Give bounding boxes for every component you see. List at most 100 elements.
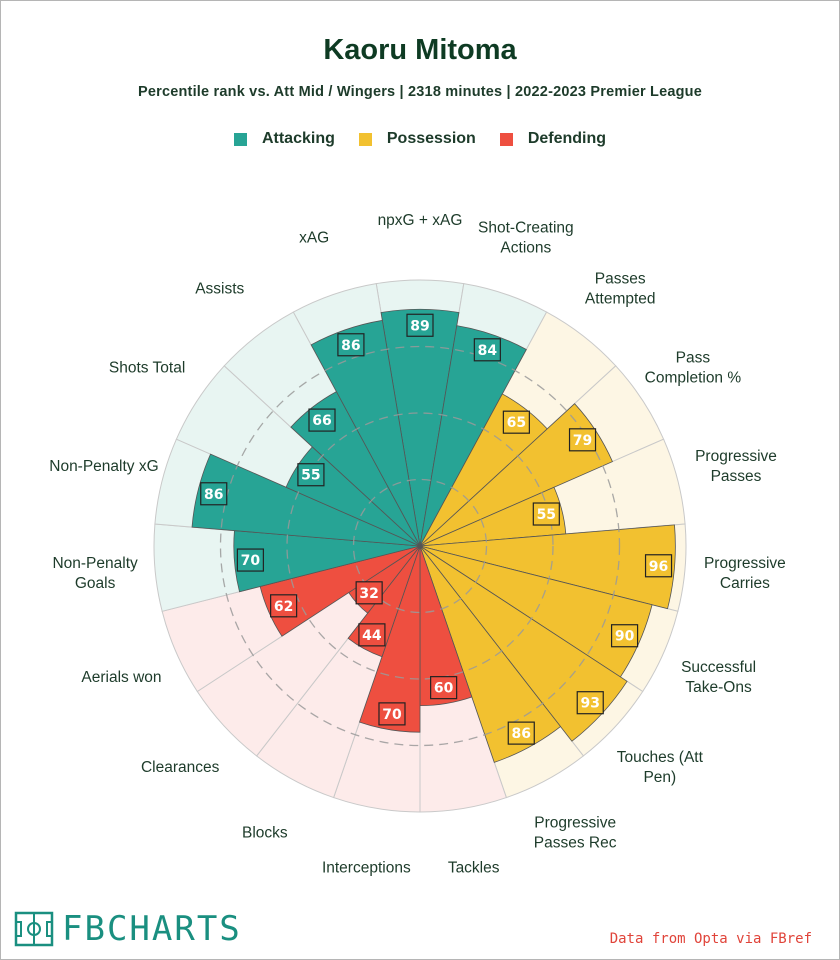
value-badge-box-progressive-carries: [644, 554, 673, 578]
metric-label-touches-att-pen: Touches (Att Pen): [617, 749, 704, 786]
value-badge-box-shot-creating-actions: [473, 338, 501, 362]
legend-label-possession: Possession: [386, 130, 476, 147]
value-badge-non-penalty-xg: 86: [200, 482, 228, 506]
bar-progressive-carries: [419, 524, 676, 610]
value-badge-box-tackles: [430, 676, 458, 700]
value-badge-touches-att-pen: 93: [576, 691, 604, 715]
value-badge-shots-total: 55: [297, 463, 325, 487]
bar-xag: [310, 319, 421, 547]
value-label-pass-completion: 79: [573, 433, 592, 449]
legend-label-defending: Defending: [527, 130, 607, 147]
value-label-progressive-carries: 96: [649, 559, 668, 575]
value-badge-box-progressive-passes: [532, 502, 560, 526]
grid-ring-50: [286, 412, 554, 680]
value-badge-box-blocks: [358, 623, 386, 647]
value-label-progressive-passes: 55: [537, 507, 556, 523]
value-badge-assists: 66: [308, 408, 336, 432]
value-badge-aerials-won: 62: [270, 594, 298, 618]
metric-label-tackles: Tackles: [448, 860, 500, 877]
value-badge-tackles: 60: [430, 676, 458, 700]
value-labels: 89 84 65 79 55 96 90 93 86 60 70 44 32 62 70 86 55 66 86: [200, 313, 673, 745]
value-badge-box-aerials-won: [270, 594, 298, 618]
value-badge-shot-creating-actions: 84: [473, 338, 501, 362]
value-badge-box-non-penalty-goals: [236, 548, 264, 572]
data-bars: [191, 308, 676, 763]
metric-label-progressive-passes-rec: Progressive Passes Rec: [534, 815, 617, 852]
value-label-progressive-passes-rec: 86: [512, 726, 531, 742]
metric-label-non-penalty-xg: Non-Penalty xG: [49, 458, 158, 475]
chart-title: Kaoru Mitoma: [323, 34, 517, 66]
value-badge-box-progressive-passes-rec: [507, 721, 535, 745]
legend-label-attacking: Attacking: [261, 130, 335, 147]
metric-label-passes-attempted: Passes Attempted: [585, 271, 656, 308]
value-badge-pass-completion: 79: [568, 428, 597, 452]
value-badge-non-penalty-goals: 70: [236, 548, 264, 572]
value-badge-box-non-penalty-xg: [200, 482, 228, 506]
brand-text: FBCHARTS: [62, 909, 242, 949]
bar-shot-creating-actions: [419, 325, 527, 547]
value-label-touches-att-pen: 93: [580, 696, 599, 712]
grid-ring-25: [352, 478, 488, 614]
value-badge-box-npxg-xag: [406, 313, 434, 337]
soccer-pitch-icon: [14, 911, 54, 947]
legend-swatch-defending: [499, 132, 513, 146]
metric-label-clearances: Clearances: [141, 759, 220, 776]
value-badge-progressive-passes: 55: [532, 502, 560, 526]
value-badge-box-clearances: [355, 581, 383, 605]
metric-label-shot-creating-actions: Shot-Creating Actions: [478, 220, 574, 257]
value-badge-box-pass-completion: [568, 428, 597, 452]
value-label-shots-total: 55: [301, 468, 320, 484]
value-badge-box-xag: [337, 333, 365, 357]
metric-label-non-penalty-goals: Non-Penalty Goals: [52, 555, 138, 592]
value-label-xag: 86: [341, 338, 360, 354]
value-badge-box-assists: [308, 408, 336, 432]
metric-label-assists: Assists: [195, 281, 244, 298]
value-badge-progressive-passes-rec: 86: [507, 721, 535, 745]
grid-ring-75: [219, 345, 621, 747]
chart-subtitle: Percentile rank vs. Att Mid / Wingers | …: [137, 84, 702, 100]
value-badge-interceptions: 70: [378, 702, 406, 726]
legend-swatch-possession: [358, 132, 372, 146]
value-badge-box-shots-total: [297, 463, 325, 487]
value-badge-box-touches-att-pen: [576, 691, 604, 715]
metric-label-pass-completion: Pass Completion %: [645, 350, 742, 387]
metric-label-xag: xAG: [299, 230, 329, 247]
value-label-aerials-won: 62: [274, 599, 293, 615]
value-label-non-penalty-goals: 70: [241, 553, 261, 569]
value-label-blocks: 44: [362, 628, 382, 644]
bar-npxg-xag: [380, 308, 460, 547]
value-label-clearances: 32: [359, 586, 378, 602]
value-badge-box-successful-take-ons: [610, 624, 639, 648]
value-badge-progressive-carries: 96: [644, 554, 673, 578]
value-badge-blocks: 44: [358, 623, 386, 647]
metric-label-npxg-xag: npxG + xAG: [378, 212, 463, 229]
value-badge-clearances: 32: [355, 581, 383, 605]
value-label-interceptions: 70: [382, 707, 402, 723]
brand-logo: FBCHARTS: [14, 910, 242, 948]
value-badge-box-passes-attempted: [502, 410, 530, 434]
bar-progressive-passes-rec: [419, 545, 562, 763]
value-badge-passes-attempted: 65: [502, 410, 530, 434]
legend-item-possession: Possession: [358, 130, 476, 148]
value-label-non-penalty-xg: 86: [204, 487, 223, 503]
value-badge-npxg-xag: 89: [406, 313, 434, 337]
bar-non-penalty-xg: [191, 453, 421, 547]
value-badge-box-interceptions: [378, 702, 406, 726]
legend-item-defending: Defending: [499, 130, 607, 148]
value-label-assists: 66: [312, 413, 331, 429]
value-label-tackles: 60: [434, 681, 454, 697]
metric-label-successful-take-ons: Successful Take-Ons: [681, 659, 756, 696]
value-label-passes-attempted: 65: [507, 415, 526, 431]
value-label-shot-creating-actions: 84: [478, 343, 498, 359]
value-badge-xag: 86: [337, 333, 365, 357]
metric-label-aerials-won: Aerials won: [81, 669, 161, 686]
metric-label-progressive-passes: Progressive Passes: [695, 448, 777, 485]
metric-label-interceptions: Interceptions: [322, 860, 411, 877]
metric-label-shots-total: Shots Total: [109, 360, 185, 377]
legend-swatch-attacking: [233, 132, 247, 146]
value-label-successful-take-ons: 90: [615, 629, 635, 645]
bar-interceptions: [359, 545, 421, 733]
metric-label-progressive-carries: Progressive Carries: [704, 555, 786, 592]
legend: Attacking Possession Defending: [0, 130, 840, 148]
